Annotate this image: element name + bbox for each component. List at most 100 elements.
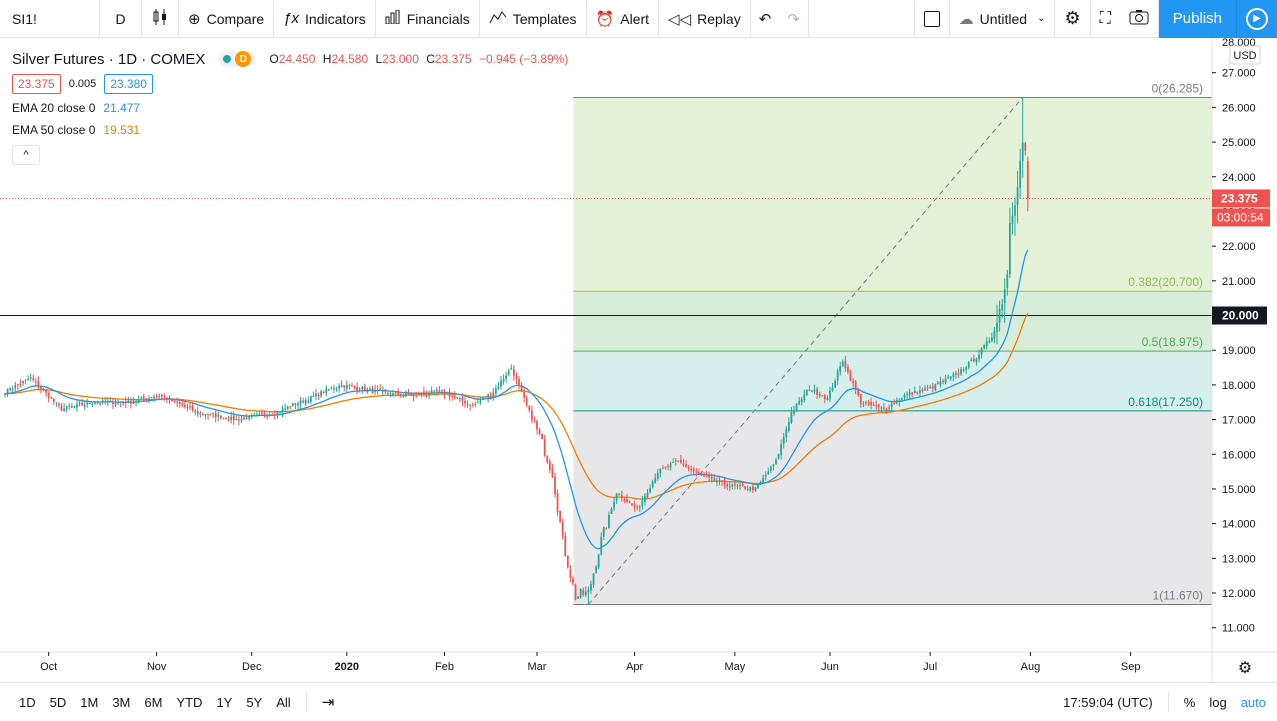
replay-button[interactable]: ◁◁ Replay: [659, 0, 751, 38]
candle-body: [281, 408, 284, 413]
candle-body: [1011, 215, 1014, 225]
candle-body: [425, 394, 428, 396]
ask-price-box[interactable]: 23.380: [104, 73, 153, 94]
candle-body: [654, 478, 657, 483]
candle-body: [484, 396, 487, 398]
candle-body: [990, 337, 993, 341]
collapse-legend-button[interactable]: ^: [12, 145, 40, 165]
candle-body: [590, 583, 592, 591]
fullscreen-button[interactable]: ⛶: [1091, 0, 1120, 38]
candle-body: [816, 388, 819, 395]
fib-zone-0.382: [573, 291, 1212, 352]
candle-body: [446, 393, 448, 395]
ema20-legend-row[interactable]: EMA 20 close 0 21.477: [12, 97, 568, 119]
candle-body: [476, 401, 479, 403]
publish-options-button[interactable]: ▶: [1236, 0, 1277, 38]
candle-body: [297, 403, 299, 406]
candle-body: [898, 399, 901, 402]
candle-body: [153, 397, 155, 399]
price-chart[interactable]: 0(26.285) 0.382(20.700) 0.5(18.975) 0.618(1…: [0, 37, 1277, 682]
candle-body: [482, 397, 484, 400]
candle-body: [942, 380, 944, 382]
candle-body: [1016, 187, 1019, 205]
range-button-1m[interactable]: 1M: [80, 694, 99, 710]
candle-body: [793, 410, 795, 414]
candle-body: [546, 456, 549, 463]
interval-button[interactable]: D: [100, 0, 142, 38]
candle-body: [618, 494, 621, 496]
candle-body: [168, 398, 171, 400]
auto-scale-button[interactable]: auto: [1240, 694, 1266, 710]
chart-type-button[interactable]: [142, 0, 179, 38]
layout-name-button[interactable]: ☁ Untitled ⌄: [950, 0, 1056, 38]
candle-body: [456, 397, 459, 399]
change-value: −0.945 (−3.89%): [478, 52, 569, 66]
bid-price-box[interactable]: 23.375: [12, 73, 61, 94]
candle-body: [273, 414, 276, 416]
candle-body: [839, 366, 842, 372]
templates-button[interactable]: Templates: [480, 0, 587, 38]
range-button-5y[interactable]: 5Y: [246, 694, 263, 710]
goto-date-button[interactable]: ⇥: [315, 693, 342, 711]
candle-body: [762, 477, 765, 483]
range-button-ytd[interactable]: YTD: [176, 694, 203, 710]
chart-area[interactable]: 0(26.285) 0.382(20.700) 0.5(18.975) 0.618(1…: [0, 37, 1277, 682]
range-button-all[interactable]: All: [276, 694, 291, 710]
candle-body: [237, 419, 240, 421]
status-dot-icon: [223, 55, 232, 63]
publish-button[interactable]: Publish: [1158, 0, 1236, 38]
alert-button[interactable]: ⏰ Alert: [587, 0, 660, 38]
candle-body: [142, 396, 145, 399]
undo-button[interactable]: ↶: [751, 0, 780, 38]
financials-button[interactable]: Financials: [376, 0, 480, 38]
candle-body: [199, 412, 202, 415]
candle-body: [325, 388, 328, 394]
range-button-1y[interactable]: 1Y: [216, 694, 233, 710]
range-button-6m[interactable]: 6M: [144, 694, 163, 710]
indicators-button[interactable]: ƒx Indicators: [274, 0, 376, 38]
candle-body: [96, 402, 99, 404]
market-status-badge[interactable]: D: [219, 51, 256, 67]
candle-body: [610, 508, 613, 514]
range-button-3m[interactable]: 3M: [112, 694, 131, 710]
candle-body: [45, 389, 48, 393]
range-button-1d[interactable]: 1D: [19, 694, 36, 710]
candle-body: [263, 413, 266, 416]
candle-body: [901, 398, 903, 401]
symbol-search-button[interactable]: SI1!: [0, 0, 100, 38]
range-button-5d[interactable]: 5D: [49, 694, 67, 710]
time-tick-label: Dec: [242, 661, 262, 673]
candle-body: [721, 480, 723, 482]
price-tick-label: 11.000: [1222, 623, 1255, 635]
ema50-legend-row[interactable]: EMA 50 close 0 19.531: [12, 119, 568, 141]
candle-body: [811, 390, 813, 392]
redo-button[interactable]: ↷: [779, 0, 809, 38]
candle-body: [530, 410, 533, 421]
candle-body: [461, 397, 464, 402]
candle-body: [500, 380, 502, 387]
settings-button[interactable]: ⚙: [1055, 0, 1091, 38]
candle-body: [972, 358, 975, 362]
high-label: H: [322, 52, 332, 66]
candle-body: [40, 386, 42, 389]
candle-body: [813, 389, 816, 392]
compare-button[interactable]: ⊕ Compare: [179, 0, 275, 38]
candle-body: [387, 393, 389, 395]
legend-title[interactable]: Silver Futures · 1D · COMEX: [12, 50, 206, 68]
candle-body: [703, 475, 705, 477]
candle-body: [366, 389, 369, 393]
candle-body: [659, 468, 662, 473]
candle-body: [970, 359, 973, 361]
clock-time[interactable]: 17:59:04 (UTC): [1063, 694, 1153, 710]
candle-body: [821, 395, 824, 397]
candle-body: [299, 400, 302, 404]
ema20-label: EMA 20 close 0: [12, 101, 96, 115]
indicators-label: Indicators: [305, 10, 366, 27]
candle-body: [423, 391, 425, 394]
candle-body: [836, 371, 839, 381]
candle-body: [582, 589, 585, 596]
log-scale-button[interactable]: log: [1209, 694, 1227, 710]
percent-scale-button[interactable]: %: [1183, 694, 1196, 710]
layout-select-button[interactable]: [913, 0, 950, 38]
snapshot-button[interactable]: [1120, 0, 1159, 38]
